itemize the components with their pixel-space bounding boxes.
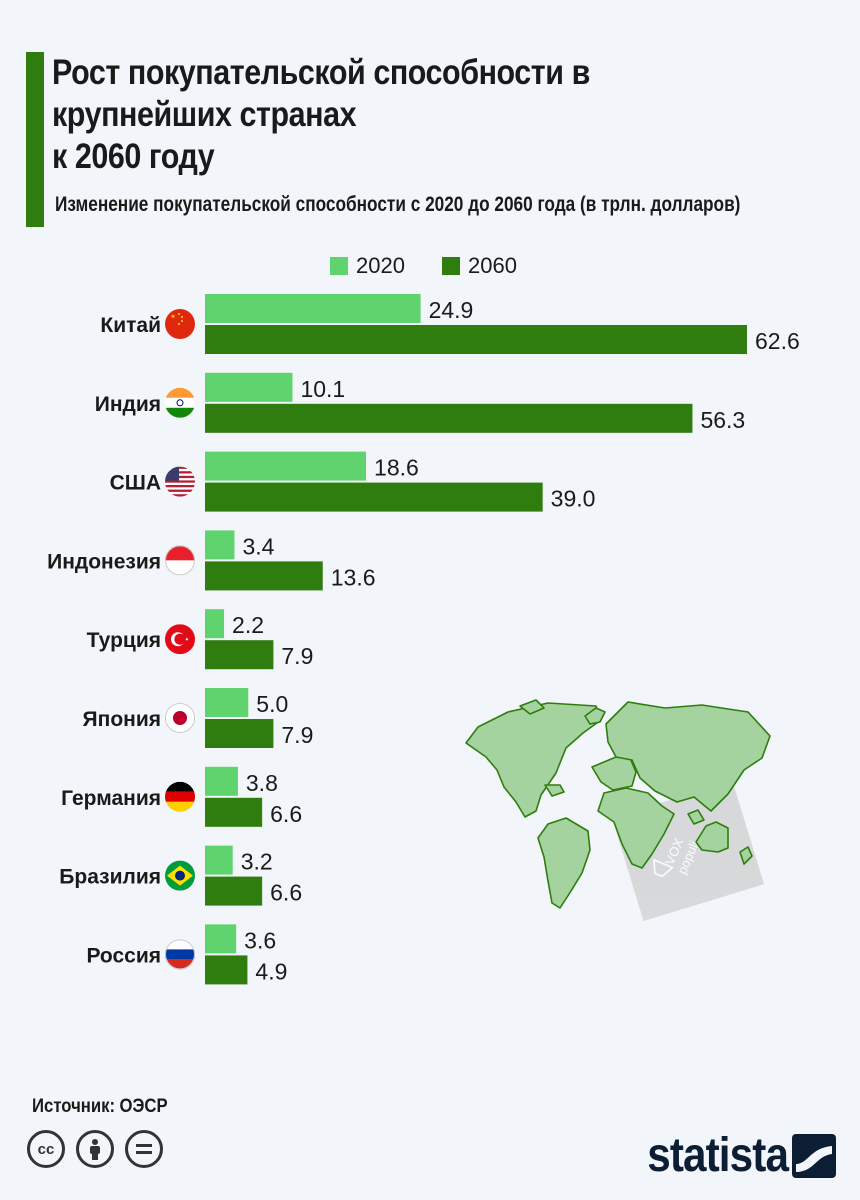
- category-label-6: Германия: [61, 787, 161, 810]
- value-label-2060-0: 62.6: [755, 328, 800, 354]
- license-icons: cc: [27, 1130, 163, 1168]
- category-label-3: Индонезия: [47, 550, 161, 573]
- legend-swatch-2020: [330, 257, 348, 275]
- japan-flag-icon: [165, 703, 195, 733]
- value-label-2020-3: 3.4: [242, 533, 274, 559]
- source-label: Источник:: [32, 1096, 116, 1117]
- bar-2020-1: [205, 372, 293, 402]
- source-value: ОЭСР: [119, 1096, 168, 1117]
- bar-2020-6: [205, 766, 238, 796]
- bar-2060-1: [205, 403, 693, 433]
- chart-legend: 2020 2060: [330, 253, 517, 278]
- bar-2060-0: [205, 325, 747, 354]
- value-label-2060-8: 4.9: [255, 958, 287, 984]
- bar-2020-0: [205, 294, 421, 323]
- bar-2020-8: [205, 924, 237, 954]
- bar-2060-6: [205, 797, 263, 827]
- bar-chart: 2020 2060 Китай 24.9 62.6 Индия 10.1 56.3 США 1…: [47, 253, 800, 985]
- world-map-illustration: [465, 699, 771, 909]
- china-flag-icon: [165, 309, 195, 339]
- bar-2020-7: [205, 845, 233, 875]
- bar-2020-4: [205, 609, 225, 639]
- value-label-2020-5: 5.0: [256, 691, 288, 717]
- chart-subtitle: Изменение покупательской способности с 2…: [55, 193, 741, 216]
- value-label-2060-1: 56.3: [700, 407, 745, 433]
- category-label-7: Бразилия: [59, 866, 161, 889]
- turkey-flag-icon: [165, 624, 195, 654]
- equals-icon[interactable]: [125, 1130, 163, 1168]
- title-accent-bar: [26, 52, 44, 227]
- cc-icon[interactable]: cc: [27, 1130, 65, 1168]
- usa-flag-icon: [165, 467, 195, 497]
- value-label-2060-6: 6.6: [270, 801, 302, 827]
- brazil-flag-icon: [165, 861, 195, 891]
- category-label-5: Япония: [83, 708, 161, 731]
- brand-name: statista: [647, 1129, 789, 1182]
- category-label-2: США: [110, 472, 161, 495]
- value-label-2060-5: 7.9: [281, 722, 313, 748]
- page-title: Рост покупательской способности в крупне…: [52, 53, 590, 176]
- russia-flag-icon: [165, 939, 195, 969]
- legend-swatch-2060: [442, 257, 460, 275]
- bar-2020-5: [205, 688, 249, 717]
- category-label-1: Индия: [95, 393, 161, 416]
- value-label-2060-3: 13.6: [331, 564, 376, 590]
- legend-label-2020: 2020: [356, 253, 405, 278]
- bar-2060-2: [205, 482, 543, 512]
- value-label-2020-6: 3.8: [246, 770, 278, 796]
- value-label-2060-2: 39.0: [551, 486, 596, 512]
- bar-2020-3: [205, 530, 235, 560]
- value-label-2060-7: 6.6: [270, 880, 302, 906]
- value-label-2020-7: 3.2: [241, 849, 273, 875]
- statista-logo-icon: [792, 1133, 836, 1178]
- statista-brand[interactable]: statista: [628, 1128, 836, 1183]
- value-label-2020-1: 10.1: [300, 376, 345, 402]
- value-label-2020-0: 24.9: [429, 297, 474, 323]
- bar-2060-4: [205, 640, 274, 670]
- category-label-4: Турция: [87, 629, 161, 652]
- bar-2060-7: [205, 876, 263, 906]
- value-label-2020-2: 18.6: [374, 455, 419, 481]
- value-label-2020-4: 2.2: [232, 612, 264, 638]
- germany-flag-icon: [165, 782, 195, 812]
- megaphone-icon: [653, 858, 674, 878]
- source-note: Источник: ОЭСР: [32, 1096, 168, 1118]
- value-label-2020-8: 3.6: [244, 927, 276, 953]
- bar-2020-2: [205, 451, 367, 481]
- india-flag-icon: [165, 388, 195, 418]
- legend-label-2060: 2060: [468, 253, 517, 278]
- indonesia-flag-icon: [165, 545, 195, 575]
- bar-2060-3: [205, 561, 323, 591]
- value-label-2060-4: 7.9: [281, 643, 313, 669]
- bar-2060-5: [205, 719, 274, 748]
- bar-2060-8: [205, 955, 248, 985]
- person-icon[interactable]: [76, 1130, 114, 1168]
- category-label-0: Китай: [100, 314, 161, 337]
- category-label-8: Россия: [86, 944, 161, 967]
